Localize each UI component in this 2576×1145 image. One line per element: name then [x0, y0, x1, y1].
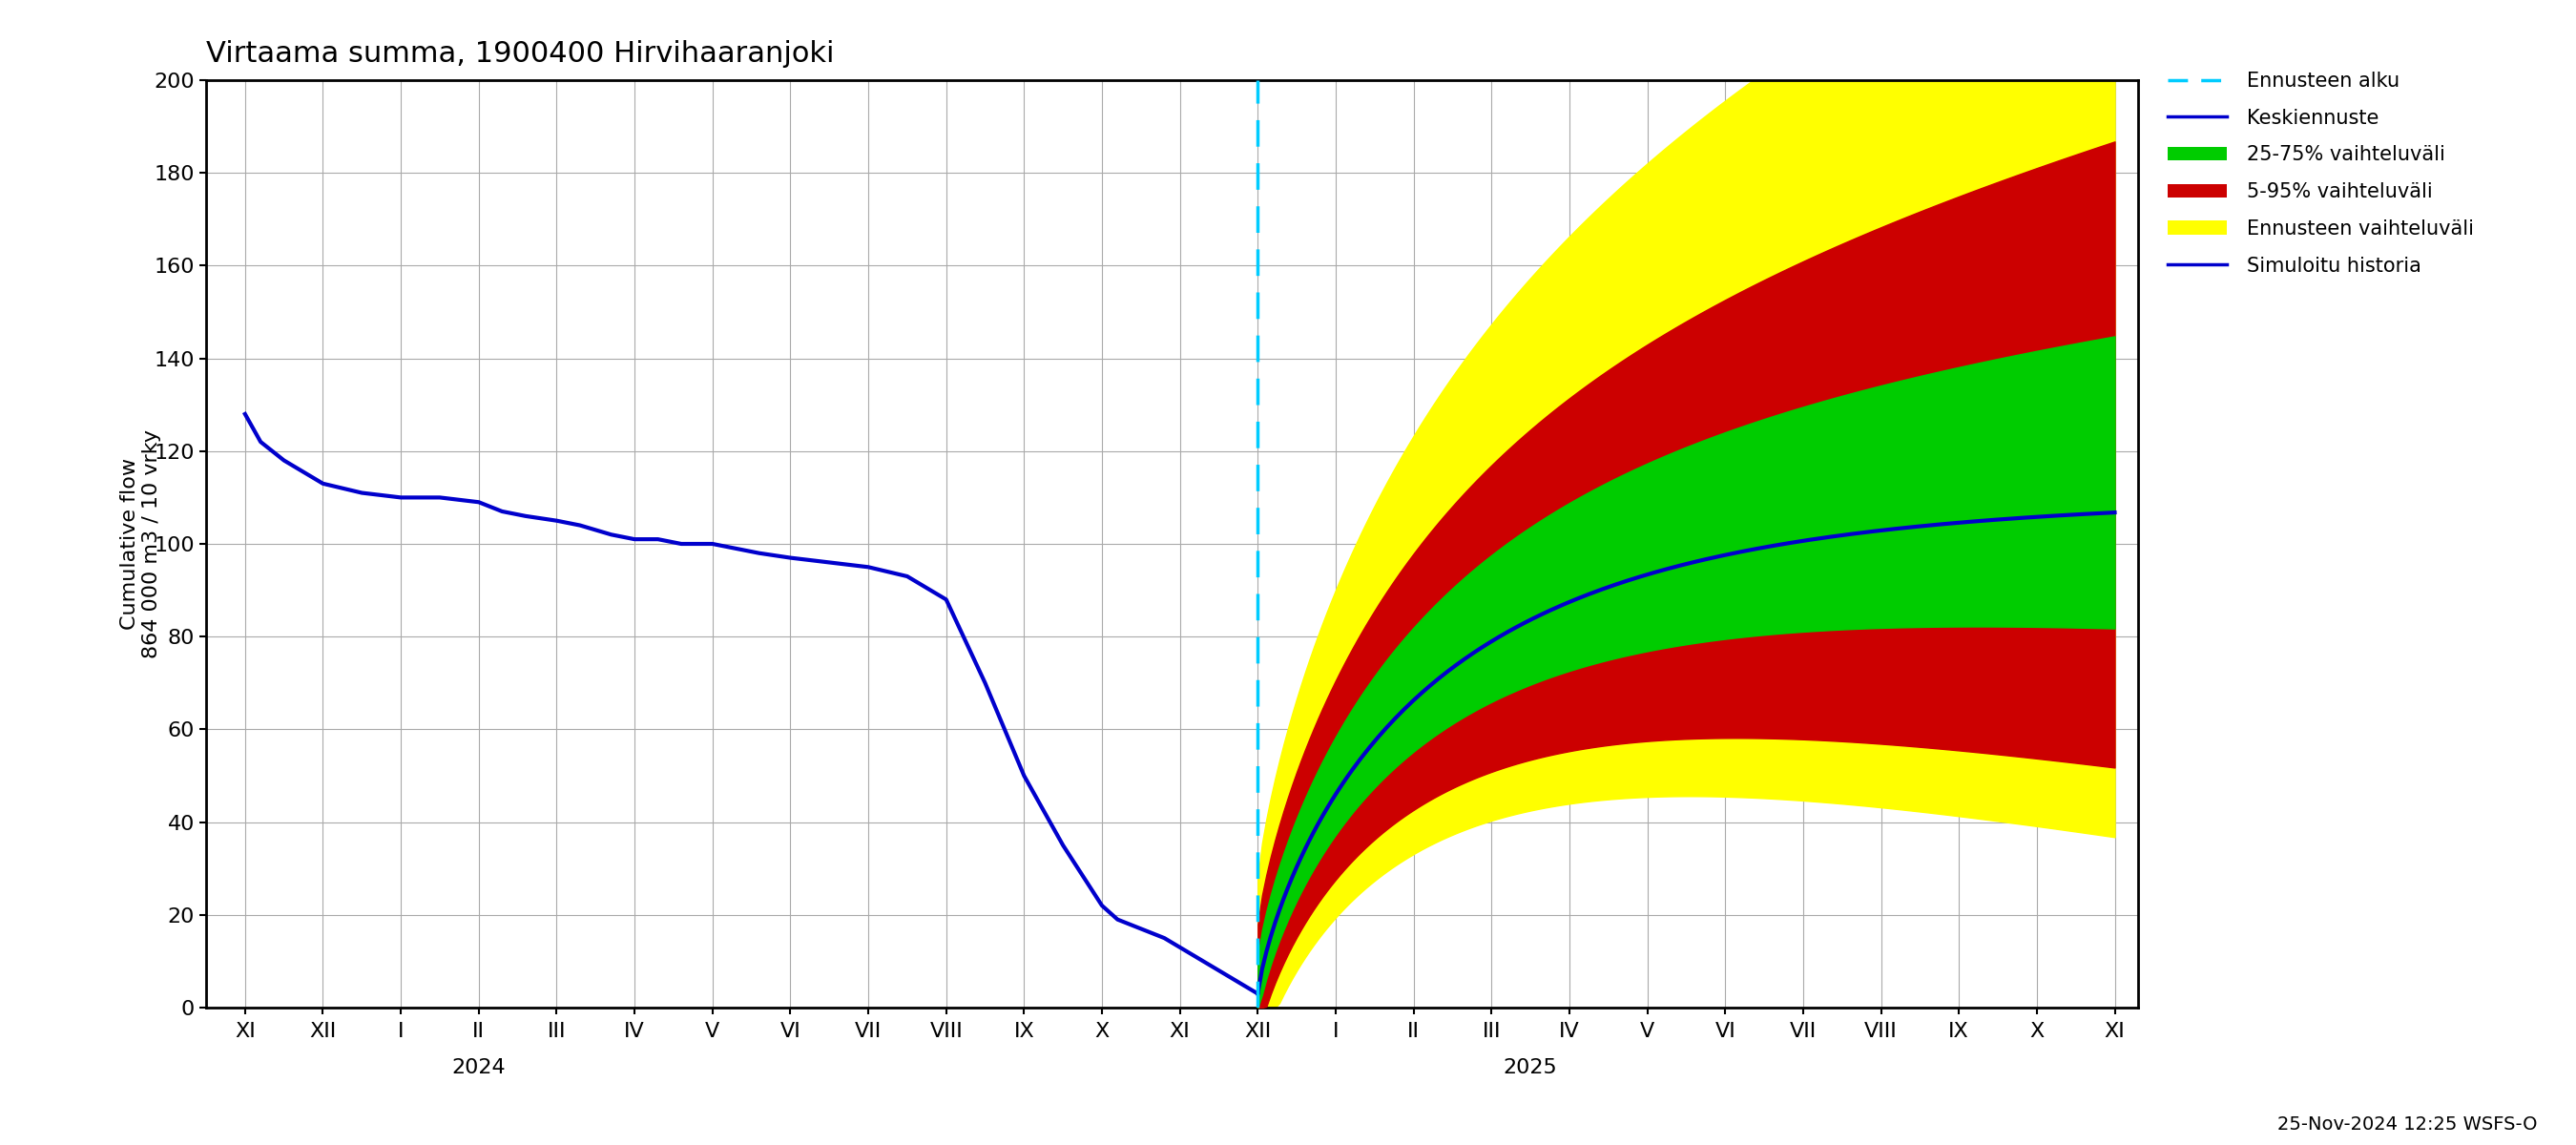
- Text: 2024: 2024: [451, 1058, 505, 1077]
- Text: 2025: 2025: [1504, 1058, 1558, 1077]
- Text: Virtaama summa, 1900400 Hirvihaaranjoki: Virtaama summa, 1900400 Hirvihaaranjoki: [206, 40, 835, 68]
- Text: 25-Nov-2024 12:25 WSFS-O: 25-Nov-2024 12:25 WSFS-O: [2277, 1115, 2537, 1134]
- Legend: Ennusteen alku, Keskiennuste, 25-75% vaihteluväli, 5-95% vaihteluväli, Ennusteen: Ennusteen alku, Keskiennuste, 25-75% vai…: [2166, 71, 2473, 276]
- Y-axis label: Cumulative flow
864 000 m3 / 10 vrky: Cumulative flow 864 000 m3 / 10 vrky: [121, 429, 162, 658]
